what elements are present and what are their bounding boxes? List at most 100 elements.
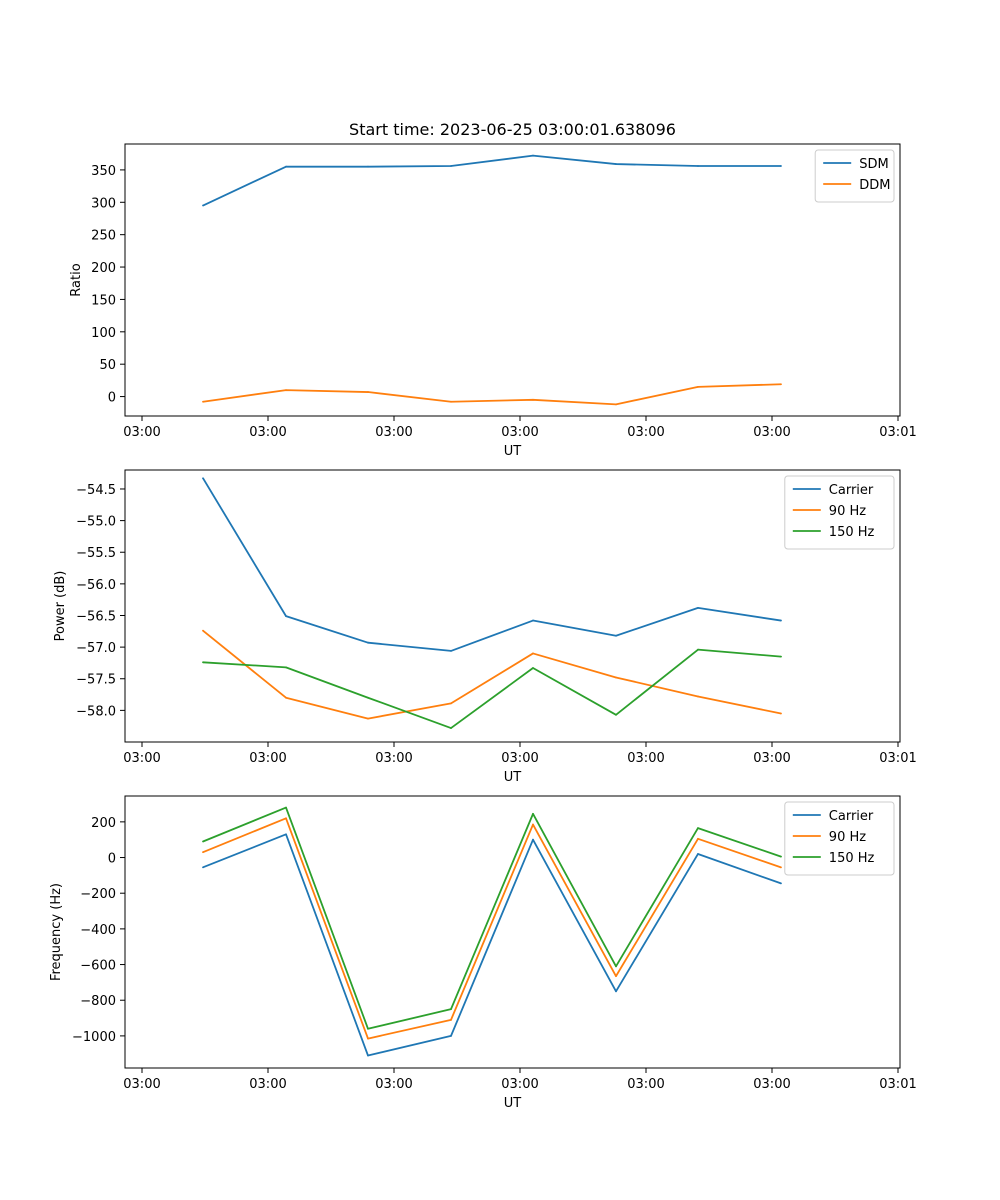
data-point bbox=[285, 615, 287, 618]
x-tick-label: 03:00 bbox=[627, 751, 664, 766]
x-tick-label: 03:00 bbox=[249, 1077, 286, 1092]
legend: Carrier 90 Hz 150 Hz bbox=[784, 475, 895, 550]
data-point bbox=[450, 702, 452, 705]
legend: Carrier 90 Hz 150 Hz bbox=[784, 801, 895, 876]
data-point bbox=[202, 477, 204, 480]
x-tick-label: 03:00 bbox=[123, 751, 160, 766]
data-point bbox=[532, 619, 534, 622]
x-tick-label: 03:00 bbox=[249, 751, 286, 766]
data-point bbox=[615, 975, 617, 978]
data-point bbox=[615, 676, 617, 679]
legend-entry-label: 90 Hz bbox=[829, 504, 866, 519]
panels: Start time: 2023-06-25 03:00:01.63809603… bbox=[49, 120, 917, 1111]
data-point bbox=[202, 851, 204, 854]
y-tick-label: −55.5 bbox=[76, 546, 116, 561]
x-tick-label: 03:00 bbox=[501, 751, 538, 766]
series-line-ddm bbox=[202, 383, 782, 406]
y-tick-label: 350 bbox=[91, 164, 116, 179]
data-point bbox=[202, 661, 204, 664]
x-tick-label: 03:00 bbox=[375, 425, 412, 440]
data-point bbox=[532, 838, 534, 841]
data-point bbox=[615, 965, 617, 968]
x-tick-label: 03:00 bbox=[501, 425, 538, 440]
y-tick-label: −56.0 bbox=[76, 578, 116, 593]
y-tick-label: 0 bbox=[108, 852, 116, 867]
data-point bbox=[780, 619, 782, 622]
y-tick-label: −57.0 bbox=[76, 641, 116, 656]
data-point bbox=[450, 1008, 452, 1011]
legend-entry-label: SDM bbox=[859, 157, 888, 172]
data-point bbox=[615, 163, 617, 165]
y-axis-label: Power (dB) bbox=[53, 571, 68, 642]
data-point bbox=[615, 990, 617, 993]
data-point bbox=[285, 806, 287, 809]
x-tick-label: 03:00 bbox=[123, 425, 160, 440]
legend-entry-label: Carrier bbox=[829, 809, 874, 824]
y-tick-label: 200 bbox=[91, 261, 116, 276]
data-point bbox=[780, 165, 782, 167]
data-point bbox=[697, 695, 699, 698]
data-point bbox=[697, 853, 699, 855]
data-point bbox=[450, 165, 452, 167]
legend-entry-label: Carrier bbox=[829, 483, 874, 498]
data-point bbox=[697, 385, 699, 388]
chart-panel-3: 03:00 03:00 03:00 03:00 03:00 03:00 03:01 −1000… bbox=[49, 795, 917, 1111]
x-tick-label: 03:01 bbox=[879, 425, 916, 440]
legend-entry-label: 90 Hz bbox=[829, 830, 866, 845]
data-point bbox=[450, 1035, 452, 1037]
y-tick-label: −600 bbox=[80, 959, 116, 974]
x-tick-label: 03:00 bbox=[249, 425, 286, 440]
data-point bbox=[285, 666, 287, 669]
x-axis-label: UT bbox=[504, 770, 522, 785]
x-tick-label: 03:01 bbox=[879, 751, 916, 766]
chart-panel-2: 03:00 03:00 03:00 03:00 03:00 03:00 03:01 −58.0… bbox=[53, 469, 917, 785]
data-point bbox=[780, 712, 782, 715]
y-tick-label: −54.5 bbox=[76, 483, 116, 498]
data-point bbox=[780, 882, 782, 885]
y-tick-label: 200 bbox=[91, 816, 116, 831]
data-point bbox=[202, 840, 204, 843]
legend: SDM DDM bbox=[814, 149, 895, 203]
series-line-sdm bbox=[202, 154, 781, 207]
data-point bbox=[367, 165, 369, 168]
data-point bbox=[615, 403, 617, 406]
data-point bbox=[285, 696, 287, 699]
data-point bbox=[780, 383, 782, 386]
series-line-150-hz bbox=[202, 806, 782, 1030]
data-point bbox=[367, 1037, 369, 1040]
series-line-carrier bbox=[202, 833, 782, 1057]
y-tick-label: −55.0 bbox=[76, 515, 116, 530]
axes-frame bbox=[124, 795, 901, 1069]
x-tick-label: 03:00 bbox=[123, 1077, 160, 1092]
data-point bbox=[615, 634, 617, 637]
data-point bbox=[202, 204, 204, 207]
y-tick-label: −56.5 bbox=[76, 609, 116, 624]
data-point bbox=[532, 652, 534, 655]
data-point bbox=[697, 837, 699, 840]
data-point bbox=[367, 717, 369, 720]
data-point bbox=[450, 650, 452, 652]
data-point bbox=[450, 400, 452, 403]
x-axis-label: UT bbox=[504, 444, 522, 459]
x-tick-label: 03:00 bbox=[753, 425, 790, 440]
data-point bbox=[285, 165, 287, 168]
series-line-90-hz bbox=[202, 817, 782, 1040]
x-tick-label: 03:00 bbox=[753, 751, 790, 766]
data-point bbox=[532, 154, 534, 157]
x-tick-label: 03:00 bbox=[375, 1077, 412, 1092]
y-tick-label: 100 bbox=[91, 326, 116, 341]
data-point bbox=[450, 727, 452, 729]
axes-frame bbox=[124, 469, 901, 743]
data-point bbox=[450, 1018, 452, 1021]
data-point bbox=[615, 713, 617, 716]
data-point bbox=[532, 398, 534, 401]
data-point bbox=[367, 391, 369, 393]
data-point bbox=[367, 641, 369, 644]
data-point bbox=[285, 389, 287, 391]
series-line-150-hz bbox=[202, 648, 782, 729]
x-tick-label: 03:00 bbox=[375, 751, 412, 766]
data-point bbox=[532, 812, 534, 815]
data-point bbox=[202, 400, 204, 403]
y-axis-label: Ratio bbox=[69, 263, 84, 296]
